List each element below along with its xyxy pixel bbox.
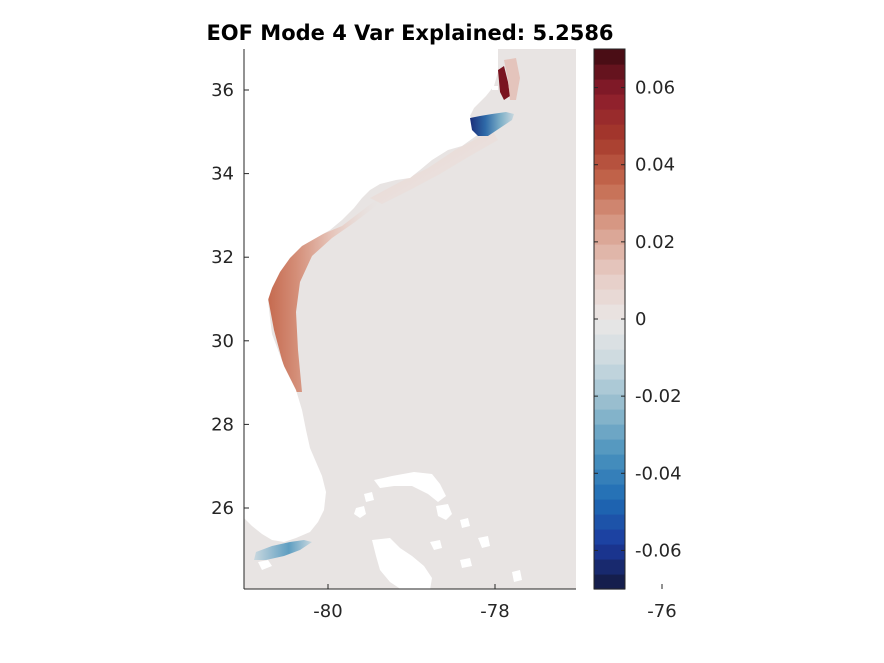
x-ticks: -80 -78 -76 [313, 584, 677, 622]
colorbar-level [594, 574, 625, 590]
florida-keys-band [254, 540, 312, 560]
colorbar-ticks: 0.06 0.04 0.02 0 -0.02 -0.04 -0.06 [594, 78, 682, 561]
colorbar-level [594, 199, 625, 215]
colorbar-level [594, 259, 625, 275]
colorbar-level [594, 214, 625, 230]
colorbar-level [594, 289, 625, 305]
colorbar-level [594, 409, 625, 425]
bahamas-island-8 [460, 558, 472, 568]
colorbar-level [594, 439, 625, 455]
outer-banks-land-bit [492, 86, 498, 90]
colorbar-tick-label: -0.06 [635, 540, 682, 561]
bahamas-island-1 [374, 472, 446, 502]
colorbar-level [594, 229, 625, 245]
y-tick-label: 26 [211, 498, 234, 519]
map-field [244, 49, 576, 589]
colorbar-level [594, 109, 625, 125]
colorbar-tick-label: -0.02 [635, 386, 682, 407]
colorbar-level [594, 454, 625, 470]
georgia-positive-band [268, 196, 382, 392]
keys-land [258, 560, 272, 570]
colorbar-tick-label: -0.04 [635, 463, 682, 484]
bahamas-island-7 [478, 536, 490, 548]
y-tick-label: 32 [211, 247, 234, 268]
bahamas-island-9 [512, 570, 522, 582]
colorbar-level [594, 364, 625, 380]
y-tick-label: 36 [211, 80, 234, 101]
colorbar-level [594, 469, 625, 485]
y-ticks: 36 34 32 30 28 26 [211, 80, 249, 519]
colorbar-level [594, 559, 625, 575]
colorbar-level [594, 94, 625, 110]
colorbar-level [594, 304, 625, 320]
colorbar-level [594, 544, 625, 560]
colorbar-tick-label: 0 [635, 309, 646, 330]
colorbar-level [594, 124, 625, 140]
x-tick-label: -78 [480, 601, 509, 622]
bahamas-island-10 [460, 518, 470, 528]
colorbar-level [594, 79, 625, 95]
x-tick-label: -76 [647, 601, 676, 622]
colorbar-level [594, 484, 625, 500]
colorbar-level [594, 64, 625, 80]
bahamas-island-2 [436, 504, 452, 520]
colorbar-level [594, 529, 625, 545]
x-tick-label: -80 [313, 601, 342, 622]
colorbar-level [594, 244, 625, 260]
colorbar-level [594, 139, 625, 155]
colorbar-level [594, 319, 625, 335]
bahamas-island-5 [364, 492, 374, 502]
colorbar-level [594, 424, 625, 440]
chart-title: EOF Mode 4 Var Explained: 5.2586 [206, 21, 613, 45]
colorbar-level [594, 49, 625, 65]
colorbar [593, 48, 626, 590]
colorbar-level [594, 394, 625, 410]
bahamas-island-4 [354, 506, 366, 518]
outer-banks-positive [498, 66, 510, 100]
pamlico-negative-patch [470, 112, 514, 136]
colorbar-level [594, 499, 625, 515]
carolina-positive-band [370, 130, 498, 204]
bahamas-island-3 [372, 538, 432, 589]
colorbar-tick-label: 0.04 [635, 155, 675, 176]
y-tick-label: 34 [211, 164, 234, 185]
colorbar-tick-label: 0.02 [635, 232, 675, 253]
colorbar-level [594, 349, 625, 365]
colorbar-level [594, 169, 625, 185]
bahamas-island-6 [430, 540, 442, 550]
colorbar-tick-label: 0.06 [635, 78, 675, 99]
land-mainland [244, 49, 498, 542]
y-tick-label: 28 [211, 414, 234, 435]
colorbar-level [594, 334, 625, 350]
colorbar-level [594, 274, 625, 290]
colorbar-level [594, 514, 625, 530]
y-tick-label: 30 [211, 331, 234, 352]
colorbar-level [594, 154, 625, 170]
colorbar-level [594, 379, 625, 395]
outer-banks-positive-halo [504, 58, 520, 100]
colorbar-level [594, 184, 625, 200]
